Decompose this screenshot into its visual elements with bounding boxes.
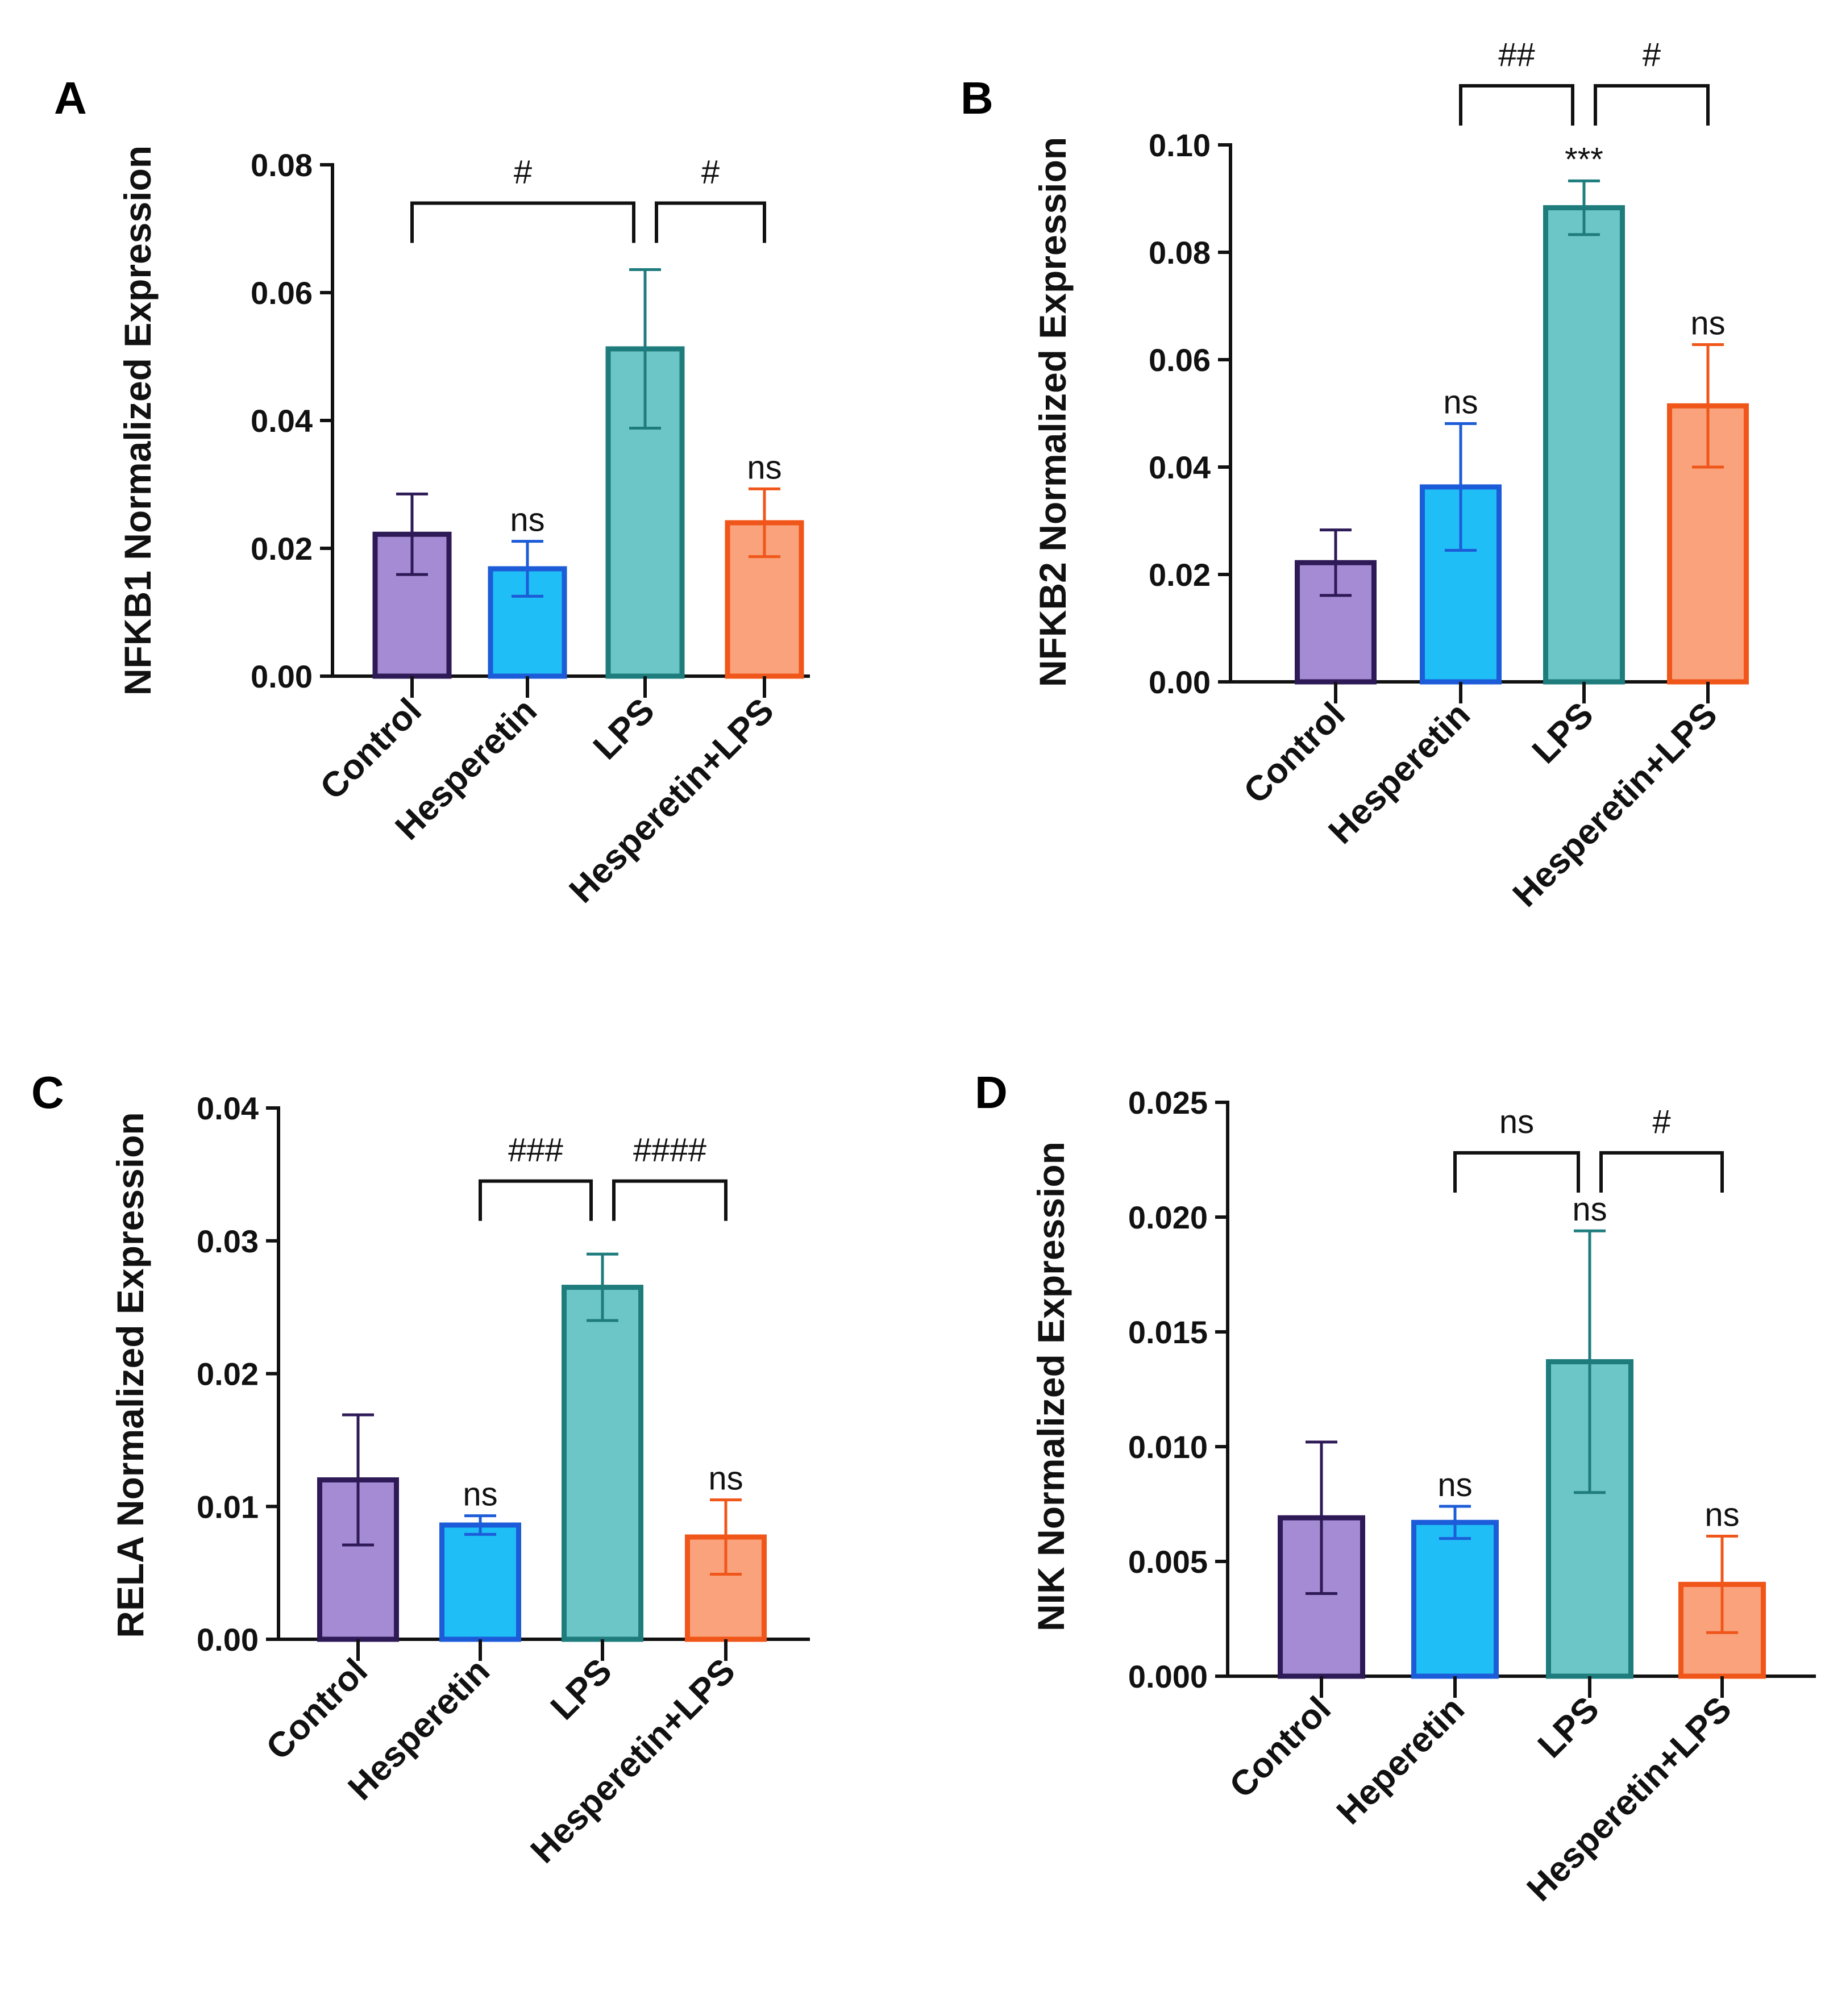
comparison-label: #	[701, 154, 720, 191]
x-category-label: Heperetin	[1329, 1689, 1472, 1832]
y-axis-label: NFKB1 Normalized Expression	[117, 145, 159, 695]
x-category-label: Hesperetin+LPS	[562, 691, 781, 910]
significance-label: ns	[708, 1460, 743, 1497]
y-tick-label: 0.020	[1128, 1199, 1208, 1235]
y-tick-label: 0.06	[1149, 342, 1211, 378]
x-category-label: LPS	[543, 1651, 620, 1727]
y-tick-label: 0.04	[1149, 449, 1211, 485]
y-tick-label: 0.10	[1149, 127, 1211, 163]
comparison-label: #	[1643, 36, 1661, 73]
x-category-label: Control	[1222, 1689, 1338, 1806]
panel-a: A NFKB1 Normalized Expression 0.00 0.02 0.04…	[54, 73, 810, 910]
y-tick-label: 0.015	[1128, 1314, 1208, 1350]
y-tick-label: 0.01	[197, 1489, 259, 1525]
panel-b: B NFKB2 Normalized Expression 0.00 0.02 0.04…	[961, 36, 1749, 914]
x-category-label: Control	[1236, 695, 1353, 811]
y-tick-label: 0.08	[251, 147, 313, 183]
comparison-bracket	[1459, 84, 1574, 126]
x-category-label: LPS	[1531, 1689, 1607, 1765]
significance-label: ns	[747, 449, 781, 486]
y-tick-label: 0.00	[197, 1622, 259, 1657]
y-axis-label: NIK Normalized Expression	[1030, 1142, 1072, 1631]
comparison-bracket	[655, 201, 766, 243]
significance-label: ns	[1705, 1497, 1739, 1534]
panel-d: D NIK Normalized Expression 0.000 0.005 0.01…	[975, 1067, 1816, 1909]
bar	[562, 1285, 643, 1642]
y-tick-label: 0.06	[251, 275, 313, 311]
significance-label: ***	[1565, 141, 1603, 178]
comparison-label: ####	[633, 1132, 706, 1169]
comparison-label: ns	[1499, 1103, 1534, 1140]
panel-letter: B	[961, 73, 993, 123]
significance-label: ns	[1443, 384, 1478, 420]
comparison-label: #	[1652, 1103, 1670, 1140]
significance-label: ns	[1572, 1191, 1607, 1228]
y-axis-label: NFKB2 Normalized Expression	[1032, 137, 1074, 687]
panel-letter: C	[31, 1067, 64, 1118]
panel-letter: D	[975, 1067, 1008, 1118]
comparison-bracket	[479, 1179, 593, 1221]
comparison-bracket	[1599, 1151, 1724, 1193]
y-tick-label: 0.00	[251, 659, 313, 694]
bar	[1411, 1519, 1499, 1679]
y-tick-label: 0.005	[1128, 1544, 1208, 1580]
bar	[439, 1522, 521, 1642]
y-tick-label: 0.000	[1128, 1659, 1208, 1694]
x-category-label: Control	[313, 691, 429, 807]
x-category-label: Hesperetin+LPS	[1506, 695, 1725, 914]
significance-label: ns	[510, 502, 544, 539]
panel-c: C RELA Normalized Expression 0.00 0.01 0.02 0…	[31, 1067, 810, 1871]
comparison-bracket	[612, 1179, 727, 1221]
comparison-label: ##	[1498, 36, 1535, 73]
y-tick-label: 0.02	[251, 531, 313, 567]
y-tick-label: 0.04	[251, 403, 313, 439]
y-tick-label: 0.02	[197, 1356, 259, 1392]
y-axis-label: RELA Normalized Expression	[109, 1112, 151, 1638]
bar	[1543, 205, 1625, 685]
comparison-bracket	[1594, 84, 1710, 126]
significance-label: ns	[1690, 305, 1725, 342]
bar	[1278, 1515, 1365, 1679]
y-tick-label: 0.010	[1128, 1429, 1208, 1465]
panel-letter: A	[54, 73, 87, 123]
x-category-label: Control	[259, 1651, 375, 1768]
comparison-bracket	[1453, 1151, 1580, 1193]
x-category-label: LPS	[1525, 695, 1601, 771]
significance-label: ns	[1437, 1467, 1472, 1503]
x-category-label: LPS	[586, 691, 662, 767]
significance-label: ns	[463, 1476, 497, 1513]
x-category-label: Hesperetin+LPS	[523, 1651, 743, 1871]
comparison-label: #	[514, 154, 532, 191]
y-tick-label: 0.03	[197, 1223, 259, 1259]
y-tick-label: 0.02	[1149, 557, 1211, 593]
comparison-bracket	[410, 201, 635, 243]
y-tick-label: 0.04	[197, 1090, 259, 1126]
y-tick-label: 0.025	[1128, 1085, 1208, 1121]
comparison-label: ###	[508, 1132, 563, 1169]
y-tick-label: 0.00	[1149, 664, 1211, 700]
y-tick-label: 0.08	[1149, 235, 1211, 270]
